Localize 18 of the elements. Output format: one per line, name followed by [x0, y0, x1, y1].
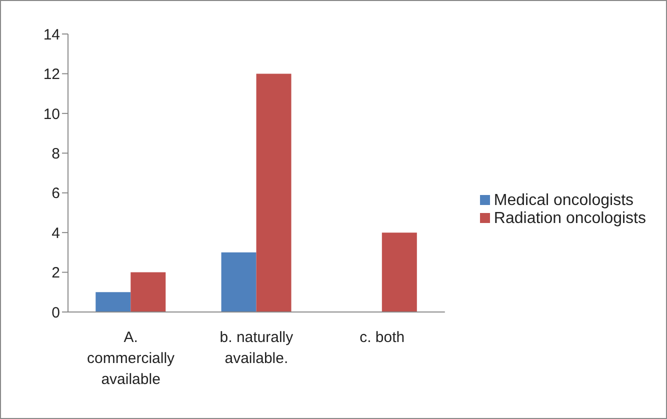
y-tick-label: 6 [52, 185, 60, 202]
y-tick-label: 8 [52, 145, 60, 162]
bar [96, 292, 131, 312]
x-tick-label: b. naturally available. [220, 329, 294, 367]
y-tick-label: 12 [43, 66, 60, 84]
y-tick-label: 4 [52, 224, 60, 242]
x-tick-label: A. commercially available [87, 329, 176, 388]
y-tick-label: 14 [43, 26, 60, 44]
bar [130, 272, 166, 312]
bar [221, 252, 256, 312]
x-tick-label: c. both [360, 329, 405, 346]
bar [256, 74, 292, 312]
y-tick-label: 10 [43, 106, 60, 123]
legend-label: Medical oncologists [494, 192, 634, 208]
y-tick-label: 0 [52, 304, 60, 322]
legend-label: Radiation oncologists [494, 210, 646, 226]
y-tick-label: 2 [52, 264, 60, 282]
bar [382, 232, 417, 312]
